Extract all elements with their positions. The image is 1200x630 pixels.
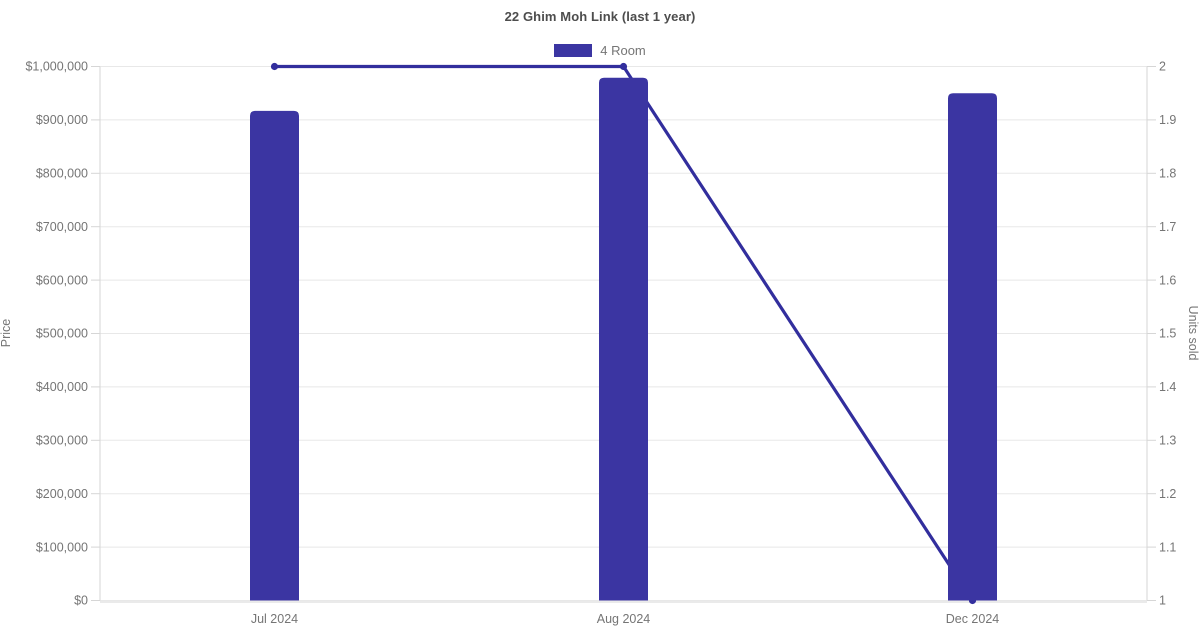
y-left-tick-label: $600,000: [36, 273, 88, 287]
price-bar: [948, 93, 997, 601]
y-left-tick-label: $500,000: [36, 327, 88, 341]
y-right-tick-label: 1.7: [1159, 220, 1176, 234]
chart-legend: 4 Room: [0, 42, 1200, 58]
y-left-tick-label: $300,000: [36, 434, 88, 448]
y-left-tick-label: $1,000,000: [25, 60, 88, 74]
y-right-tick-label: 1.8: [1159, 167, 1176, 181]
y-left-tick-label: $100,000: [36, 540, 88, 554]
price-bar: [250, 110, 299, 601]
units-sold-point: [619, 62, 628, 71]
y-right-tick-label: 1.9: [1159, 113, 1176, 127]
y-right-tick-label: 1.4: [1159, 380, 1176, 394]
y-left-axis-title: Price: [0, 319, 13, 348]
y-left-tick-label: $800,000: [36, 167, 88, 181]
chart-title: 22 Ghim Moh Link (last 1 year): [504, 9, 696, 24]
y-right-tick-label: 2: [1159, 60, 1166, 74]
y-right-tick-label: 1.3: [1159, 434, 1176, 448]
x-axis-label: Aug 2024: [597, 612, 651, 626]
y-left-tick-label: $400,000: [36, 380, 88, 394]
x-axis-label: Dec 2024: [946, 612, 1000, 626]
y-right-tick-label: 1.5: [1159, 327, 1176, 341]
y-right-tick-label: 1.2: [1159, 487, 1176, 501]
x-axis-label: Jul 2024: [251, 612, 298, 626]
y-right-tick-label: 1: [1159, 594, 1166, 608]
y-right-tick-label: 1.1: [1159, 540, 1176, 554]
y-left-tick-label: $700,000: [36, 220, 88, 234]
legend-swatch-4-room: [554, 43, 593, 57]
y-left-tick-label: $900,000: [36, 113, 88, 127]
y-left-tick-label: $0: [74, 594, 88, 608]
y-left-tick-label: $200,000: [36, 487, 88, 501]
y-right-tick-label: 1.6: [1159, 273, 1176, 287]
price-bar: [599, 77, 648, 601]
legend-label-4-room: 4 Room: [600, 42, 646, 58]
units-sold-point: [270, 62, 279, 71]
y-right-axis-title: Units sold: [1186, 306, 1200, 361]
